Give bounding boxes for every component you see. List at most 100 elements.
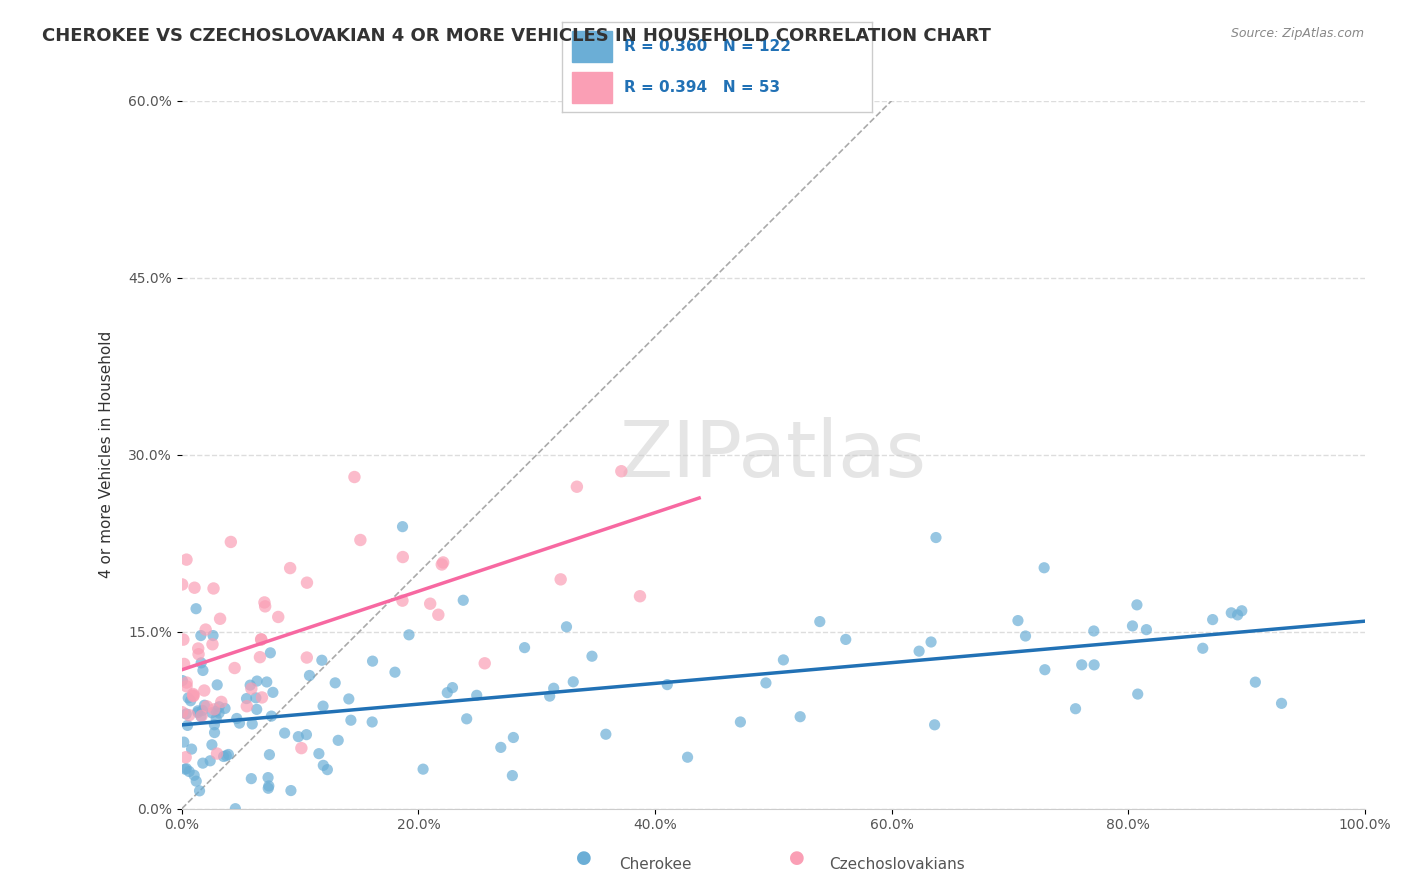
- Point: [176, 679, 198, 693]
- Point: [205, 678, 228, 692]
- Point: [176, 718, 198, 732]
- Point: [177, 690, 200, 705]
- Point: [191, 756, 214, 771]
- Point: [179, 708, 201, 723]
- Point: [465, 688, 488, 702]
- Point: [250, 632, 273, 647]
- Point: [190, 629, 212, 643]
- Point: [924, 718, 946, 732]
- Point: [267, 610, 290, 624]
- Point: [772, 653, 794, 667]
- Point: [489, 740, 512, 755]
- Point: [236, 699, 259, 714]
- Point: [1135, 623, 1157, 637]
- Point: [174, 706, 197, 721]
- Point: [176, 675, 198, 690]
- Text: Czechoslovakians: Czechoslovakians: [830, 857, 966, 872]
- Point: [1220, 606, 1243, 620]
- Point: [172, 632, 194, 647]
- Point: [262, 685, 284, 699]
- Point: [340, 713, 363, 727]
- Point: [172, 705, 194, 719]
- Point: [174, 762, 197, 776]
- Point: [1064, 702, 1087, 716]
- Point: [280, 783, 302, 797]
- Point: [908, 644, 931, 658]
- Point: [191, 703, 214, 717]
- Point: [257, 781, 280, 796]
- Text: Cherokee: Cherokee: [619, 857, 692, 872]
- Point: [1270, 697, 1292, 711]
- Point: [456, 712, 478, 726]
- Point: [201, 706, 224, 720]
- Point: [295, 728, 318, 742]
- Text: CHEROKEE VS CZECHOSLOVAKIAN 4 OR MORE VEHICLES IN HOUSEHOLD CORRELATION CHART: CHEROKEE VS CZECHOSLOVAKIAN 4 OR MORE VE…: [42, 27, 991, 45]
- Text: ●: ●: [789, 849, 806, 867]
- Point: [298, 668, 321, 682]
- Point: [323, 676, 346, 690]
- Point: [209, 612, 232, 626]
- Point: [391, 549, 413, 564]
- Point: [172, 673, 194, 688]
- Point: [246, 702, 269, 716]
- Point: [219, 535, 242, 549]
- Point: [184, 601, 207, 615]
- Point: [224, 661, 246, 675]
- Point: [308, 747, 330, 761]
- Point: [925, 531, 948, 545]
- Point: [240, 681, 263, 696]
- Point: [361, 654, 384, 668]
- Point: [610, 464, 633, 478]
- Point: [259, 646, 281, 660]
- Point: [240, 772, 263, 786]
- Point: [181, 689, 204, 703]
- Text: ZIPatlas: ZIPatlas: [620, 417, 927, 492]
- Point: [562, 674, 585, 689]
- Point: [202, 702, 225, 716]
- Point: [191, 664, 214, 678]
- Point: [920, 635, 942, 649]
- Point: [538, 689, 561, 703]
- Point: [183, 768, 205, 782]
- Point: [835, 632, 858, 647]
- Point: [181, 687, 204, 701]
- Text: Source: ZipAtlas.com: Source: ZipAtlas.com: [1230, 27, 1364, 40]
- Point: [1201, 613, 1223, 627]
- Point: [187, 647, 209, 661]
- Point: [209, 695, 232, 709]
- Point: [1083, 624, 1105, 638]
- Point: [555, 620, 578, 634]
- Point: [188, 784, 211, 798]
- Point: [239, 678, 262, 692]
- Point: [259, 747, 281, 762]
- Point: [312, 758, 335, 772]
- Bar: [572, 31, 612, 62]
- Point: [312, 699, 335, 714]
- Point: [174, 750, 197, 764]
- Point: [391, 519, 413, 533]
- Point: [349, 533, 371, 547]
- Point: [250, 632, 273, 647]
- Point: [172, 577, 194, 591]
- Point: [235, 691, 257, 706]
- Point: [176, 762, 198, 776]
- Point: [201, 738, 224, 752]
- Point: [430, 558, 453, 572]
- Point: [205, 747, 228, 761]
- Point: [391, 593, 413, 607]
- Point: [217, 747, 239, 762]
- Point: [513, 640, 536, 655]
- Point: [1126, 598, 1149, 612]
- Point: [1226, 607, 1249, 622]
- Point: [427, 607, 450, 622]
- Point: [186, 774, 208, 789]
- Bar: [572, 72, 612, 103]
- Text: R = 0.394   N = 53: R = 0.394 N = 53: [624, 80, 780, 95]
- Point: [195, 699, 218, 714]
- Point: [361, 714, 384, 729]
- Text: ●: ●: [575, 849, 592, 867]
- Point: [253, 595, 276, 609]
- Point: [730, 714, 752, 729]
- Point: [676, 750, 699, 764]
- Point: [246, 674, 269, 689]
